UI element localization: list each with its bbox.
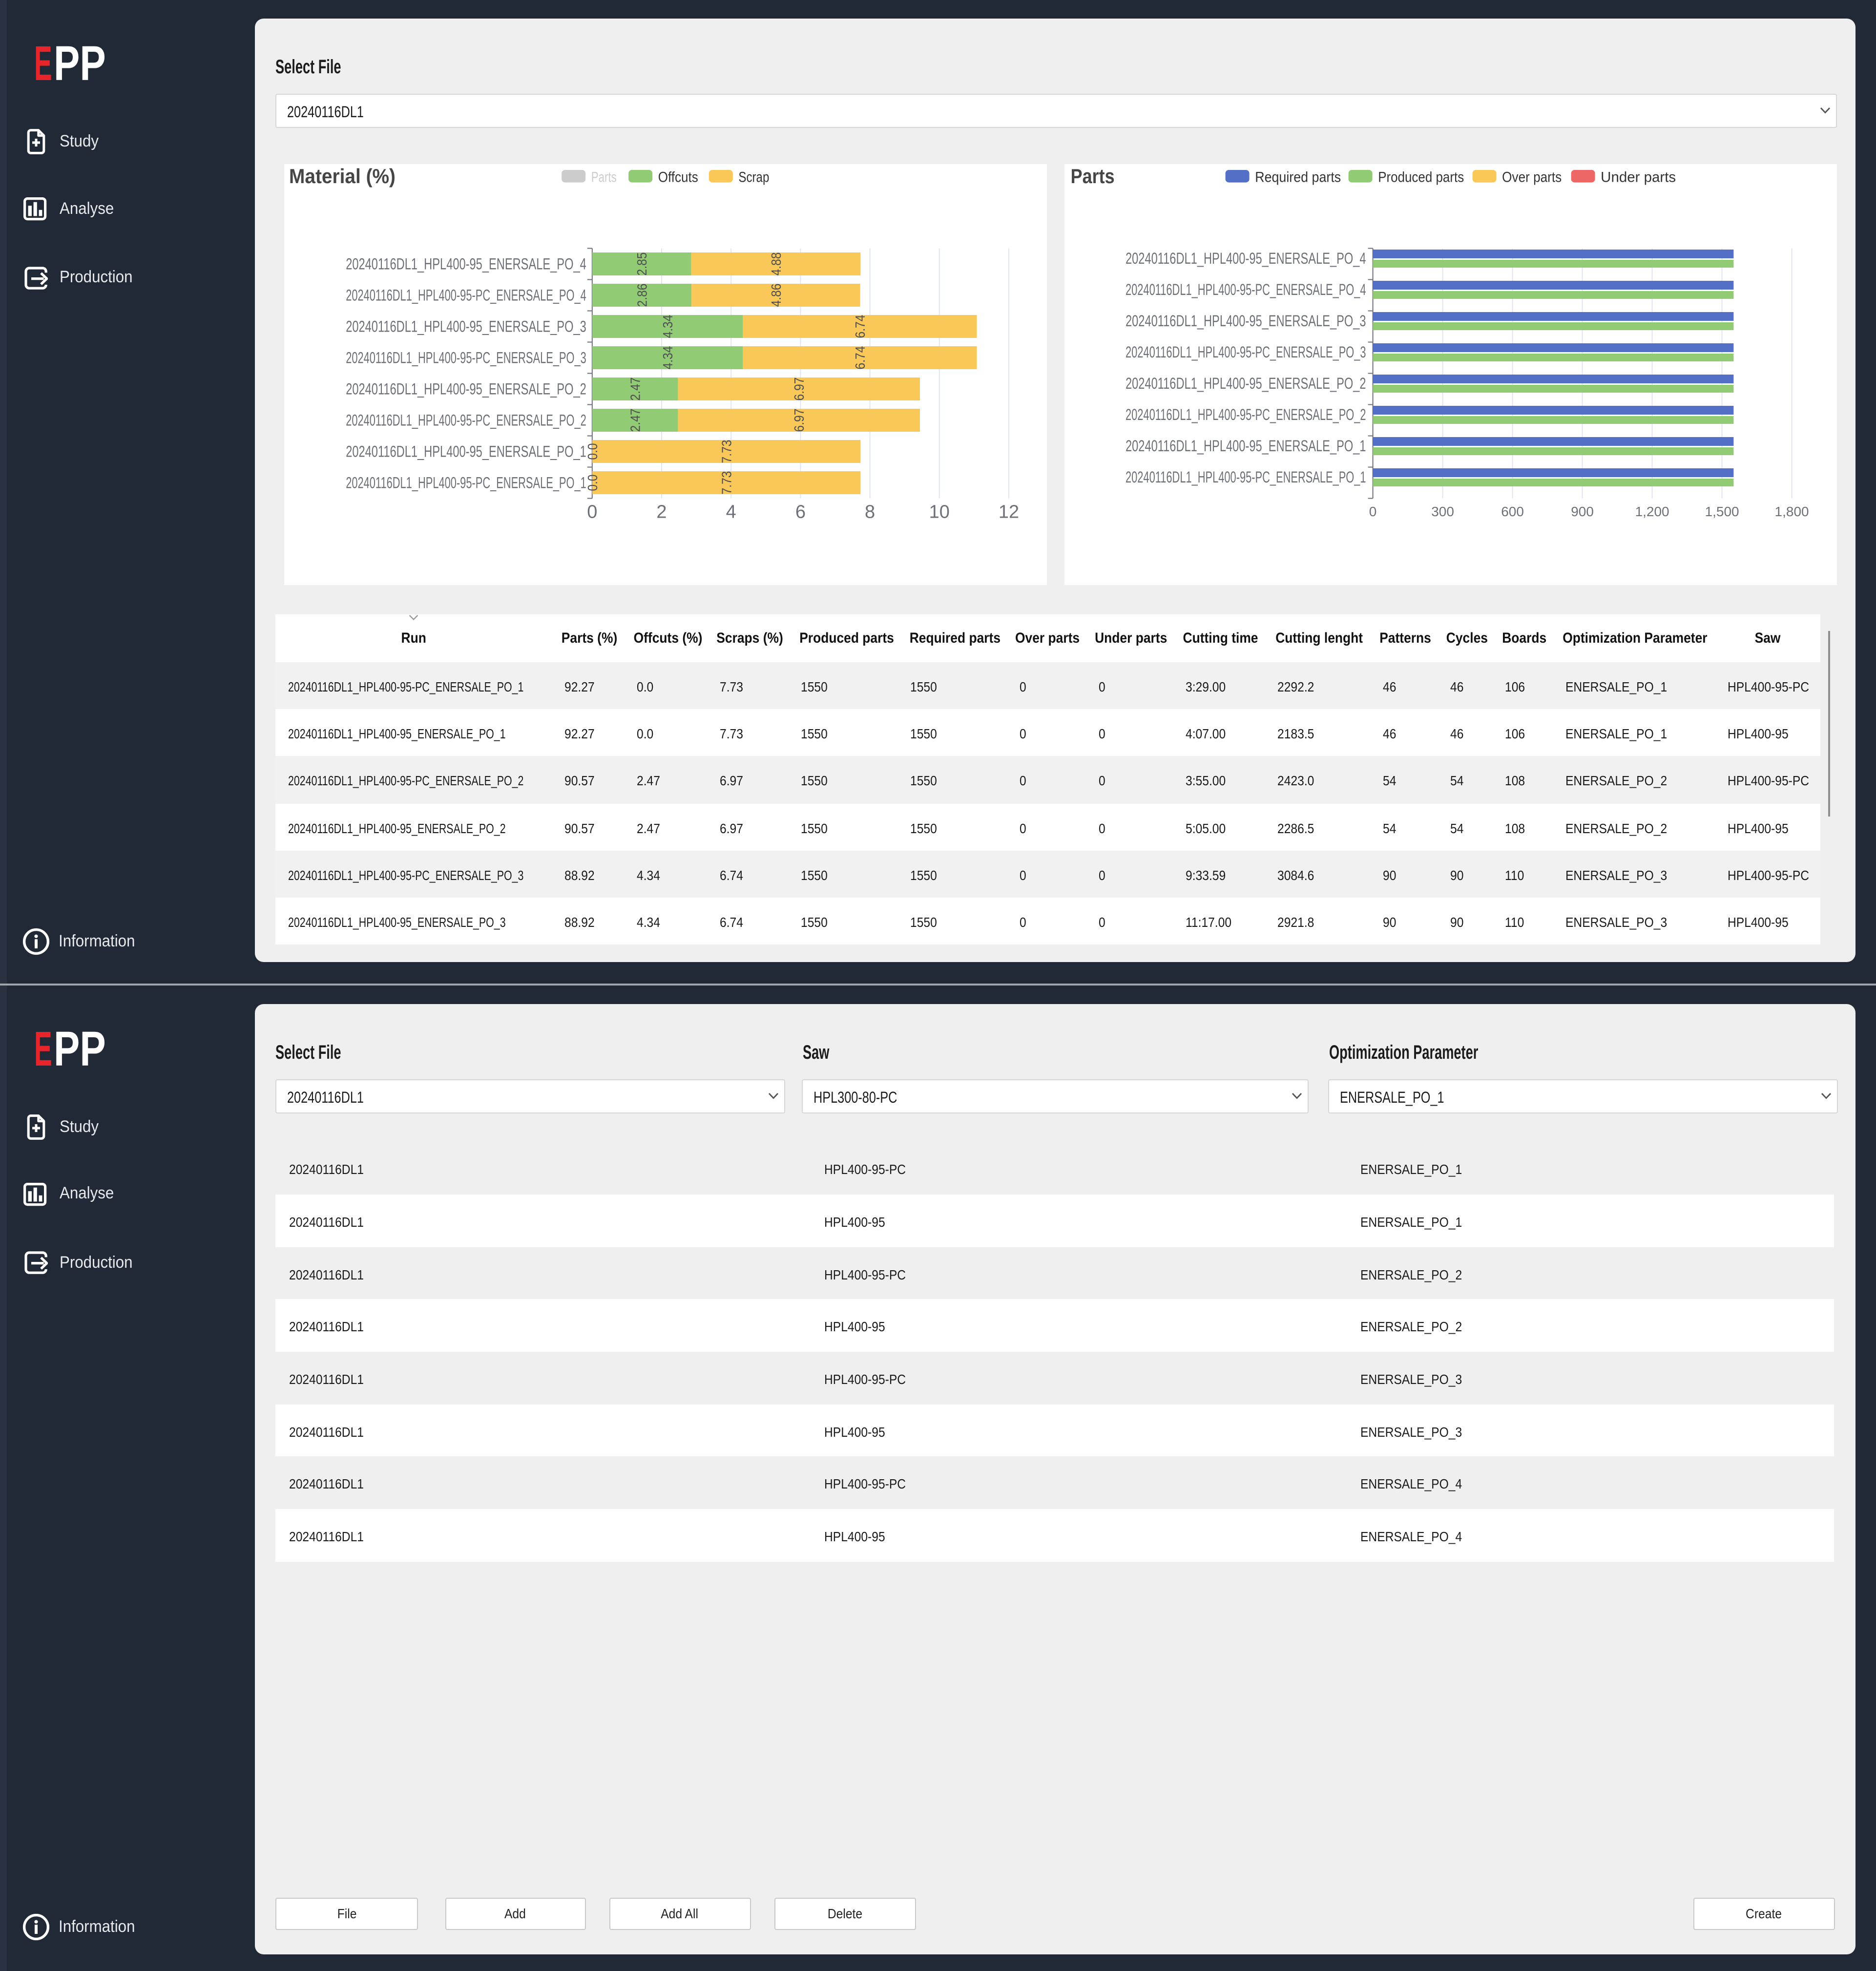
svg-text:0: 0	[587, 502, 597, 522]
svg-text:300: 300	[1432, 503, 1455, 519]
svg-text:6.74: 6.74	[852, 315, 867, 338]
svg-text:20240116DL1_HPL400-95-PC_ENERS: 20240116DL1_HPL400-95-PC_ENERSALE_PO_4	[1126, 280, 1366, 298]
svg-text:20240116DL1_HPL400-95_ENERSALE: 20240116DL1_HPL400-95_ENERSALE_PO_3	[1126, 312, 1366, 329]
svg-text:0.0: 0.0	[584, 474, 600, 490]
svg-text:20240116DL1_HPL400-95_ENERSALE: 20240116DL1_HPL400-95_ENERSALE_PO_4	[346, 255, 586, 273]
svg-text:600: 600	[1501, 503, 1524, 519]
svg-text:20240116DL1_HPL400-95_ENERSALE: 20240116DL1_HPL400-95_ENERSALE_PO_2	[1126, 374, 1366, 392]
svg-text:6.97: 6.97	[792, 408, 807, 431]
svg-text:8: 8	[864, 502, 875, 522]
svg-text:20240116DL1_HPL400-95-PC_ENERS: 20240116DL1_HPL400-95-PC_ENERSALE_PO_1	[346, 474, 586, 491]
svg-text:20240116DL1_HPL400-95-PC_ENERS: 20240116DL1_HPL400-95-PC_ENERSALE_PO_3	[346, 349, 586, 366]
svg-text:20240116DL1_HPL400-95-PC_ENERS: 20240116DL1_HPL400-95-PC_ENERSALE_PO_3	[1126, 343, 1366, 360]
svg-text:2: 2	[656, 502, 667, 522]
svg-text:1,500: 1,500	[1705, 503, 1739, 519]
svg-text:4.86: 4.86	[768, 283, 783, 307]
svg-text:20240116DL1_HPL400-95_ENERSALE: 20240116DL1_HPL400-95_ENERSALE_PO_1	[346, 442, 586, 460]
svg-text:4: 4	[726, 502, 736, 522]
svg-text:4.34: 4.34	[660, 315, 675, 338]
svg-text:2.47: 2.47	[627, 408, 643, 431]
svg-text:20240116DL1_HPL400-95-PC_ENERS: 20240116DL1_HPL400-95-PC_ENERSALE_PO_2	[346, 411, 586, 429]
svg-text:7.73: 7.73	[719, 470, 734, 494]
svg-text:0: 0	[1369, 503, 1377, 519]
svg-text:Produced parts: Produced parts	[1378, 169, 1464, 185]
svg-text:Offcuts: Offcuts	[658, 169, 698, 185]
svg-text:20240116DL1_HPL400-95-PC_ENERS: 20240116DL1_HPL400-95-PC_ENERSALE_PO_2	[1126, 405, 1366, 423]
svg-text:900: 900	[1571, 503, 1594, 519]
svg-text:6: 6	[795, 502, 805, 522]
svg-text:2.47: 2.47	[627, 377, 643, 400]
svg-text:20240116DL1_HPL400-95_ENERSALE: 20240116DL1_HPL400-95_ENERSALE_PO_3	[346, 317, 586, 335]
svg-text:Under parts: Under parts	[1601, 169, 1676, 185]
svg-text:20240116DL1_HPL400-95-PC_ENERS: 20240116DL1_HPL400-95-PC_ENERSALE_PO_1	[1126, 468, 1366, 485]
svg-text:6.97: 6.97	[792, 377, 807, 400]
svg-text:Parts: Parts	[1071, 164, 1115, 187]
svg-text:7.73: 7.73	[719, 439, 734, 462]
svg-text:Required parts: Required parts	[1255, 169, 1341, 185]
svg-text:4.34: 4.34	[660, 346, 675, 369]
svg-text:10: 10	[929, 502, 949, 522]
svg-text:20240116DL1_HPL400-95_ENERSALE: 20240116DL1_HPL400-95_ENERSALE_PO_1	[1126, 437, 1366, 454]
svg-text:1,200: 1,200	[1635, 503, 1669, 519]
svg-text:20240116DL1_HPL400-95_ENERSALE: 20240116DL1_HPL400-95_ENERSALE_PO_2	[346, 380, 586, 398]
svg-text:2.85: 2.85	[634, 252, 649, 275]
svg-text:20240116DL1_HPL400-95-PC_ENERS: 20240116DL1_HPL400-95-PC_ENERSALE_PO_4	[346, 286, 586, 304]
svg-text:Scrap: Scrap	[738, 169, 769, 185]
svg-text:4.88: 4.88	[768, 252, 783, 275]
svg-text:Parts: Parts	[591, 169, 616, 185]
svg-text:2.86: 2.86	[634, 283, 649, 307]
svg-text:Over parts: Over parts	[1502, 169, 1562, 185]
svg-text:6.74: 6.74	[852, 346, 867, 369]
svg-text:20240116DL1_HPL400-95_ENERSALE: 20240116DL1_HPL400-95_ENERSALE_PO_4	[1126, 249, 1366, 267]
svg-text:0.0: 0.0	[584, 442, 600, 459]
svg-text:12: 12	[998, 502, 1019, 522]
svg-text:Material (%): Material (%)	[289, 164, 395, 187]
svg-text:1,800: 1,800	[1775, 503, 1809, 519]
